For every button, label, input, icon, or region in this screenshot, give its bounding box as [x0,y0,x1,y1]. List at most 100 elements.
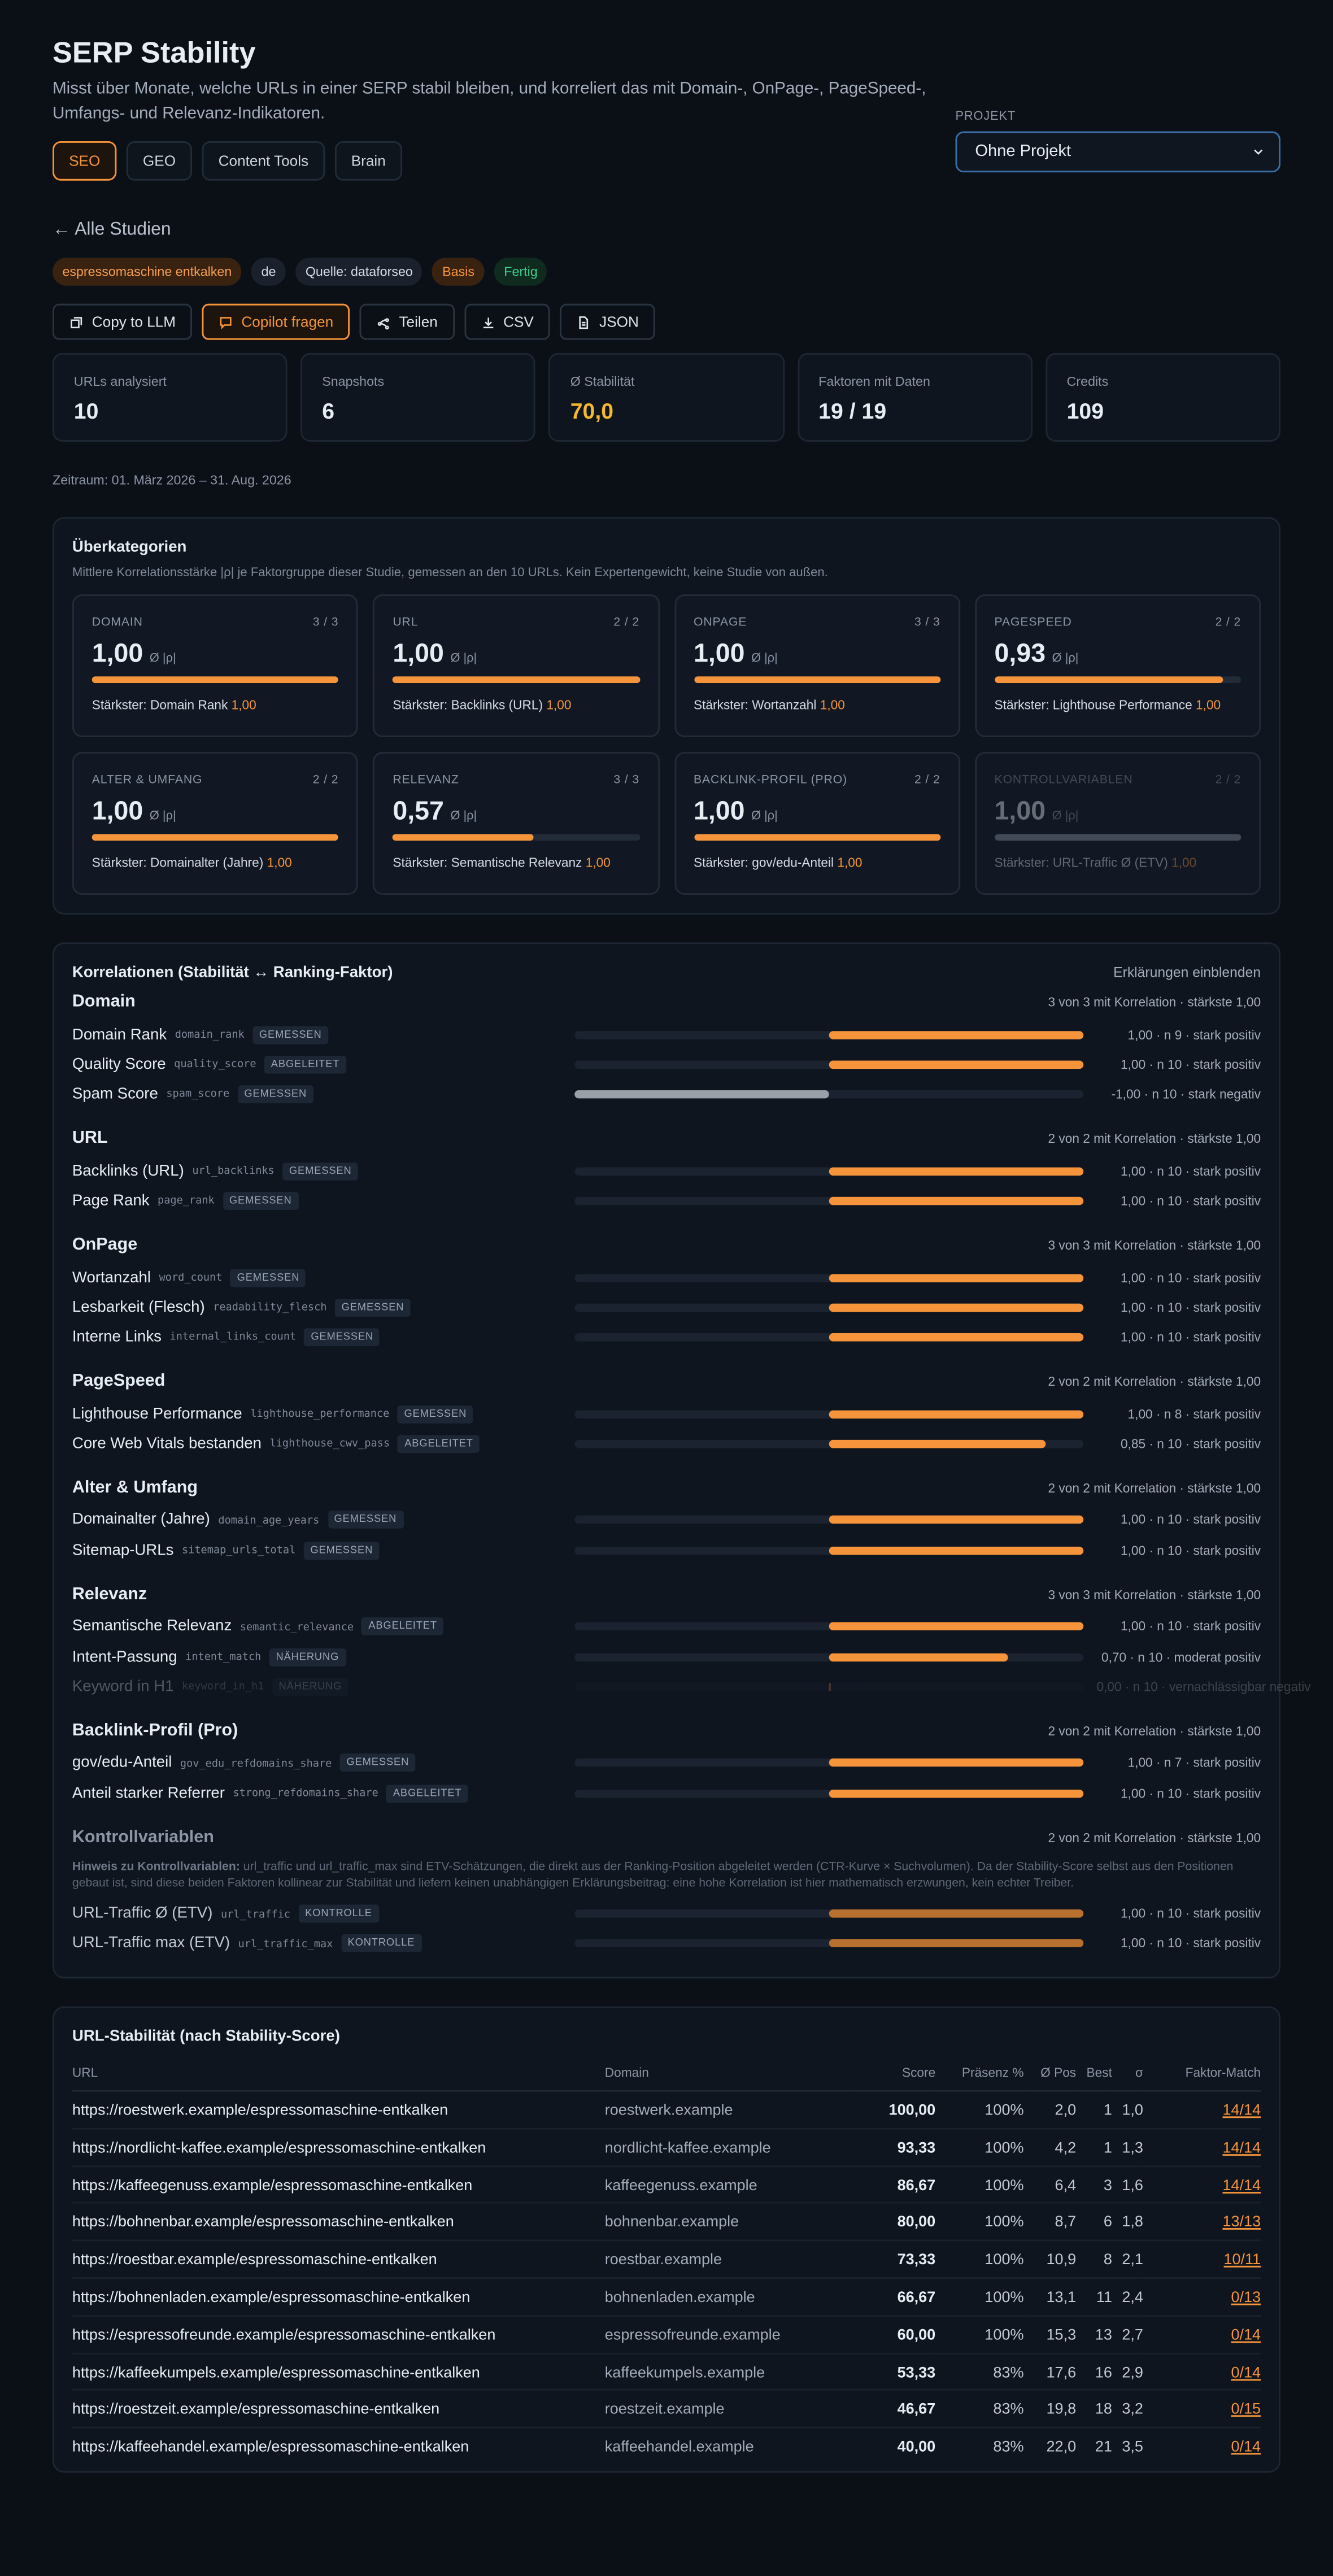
group-summary: 2 von 2 mit Korrelation · stärkste 1,00 [1048,1131,1261,1146]
category-count: 2 / 2 [1215,772,1241,787]
action-label: Teilen [399,314,438,330]
factor-badge: KONTROLLE [298,1905,379,1924]
table-cell: 60,00 [850,2316,936,2354]
category-strongest: Stärkster: Domainalter (Jahre) 1,00 [92,855,339,870]
table-cell: 66,67 [850,2278,936,2317]
select-value: Ohne Projekt [975,142,1071,161]
factor-labels: Page Rank page_rank GEMESSEN [72,1191,574,1210]
factor-label: Wortanzahl [72,1268,151,1287]
factor-badge: ABGELEITET [264,1055,346,1074]
correlation-bar [829,1789,1084,1798]
table-cell: roestwerk.example [604,2091,851,2130]
table-cell: kaffeegenuss.example [604,2165,851,2204]
factor-match-link[interactable]: 13/13 [1222,2213,1261,2230]
factor-label: URL-Traffic max (ETV) [72,1935,230,1953]
correlation-stat: 0,70 · n 10 · moderat positiv [1101,1649,1261,1664]
factor-label: URL-Traffic Ø (ETV) [72,1905,213,1924]
factor-label: Sitemap-URLs [72,1541,174,1560]
kpi-value: 109 [1066,399,1104,424]
tab[interactable]: SEO [53,141,117,181]
action-button[interactable]: Copy to LLM [53,303,193,340]
note-label: Hinweis zu Kontrollvariablen: [72,1858,240,1873]
correlation-track [574,1303,1084,1312]
factor-key: keyword_in_h1 [181,1679,264,1694]
factor-match-link[interactable]: 0/15 [1231,2401,1261,2418]
factor-labels: Quality Score quality_score ABGELEITET [72,1055,574,1074]
table-cell: 6,4 [1023,2165,1077,2204]
action-button[interactable]: Copilot fragen [202,303,350,340]
action-button[interactable]: CSV [464,303,550,340]
factor-match-link[interactable]: 0/14 [1231,2326,1261,2343]
toggle-explanations[interactable]: Erklärungen einblenden [1113,964,1261,981]
factor-label: Semantische Relevanz [72,1617,232,1636]
factor-key: domain_age_years [218,1513,320,1527]
back-link[interactable]: ← Alle Studien [53,220,171,240]
score-bar [693,834,940,841]
factor-key: word_count [159,1270,223,1284]
action-button[interactable]: JSON [560,303,656,340]
factor-group: Relevanz 3 von 3 mit Korrelation · stärks… [72,1584,1311,1702]
table-cell: 17,6 [1023,2353,1077,2391]
category-count: 2 / 2 [312,772,339,787]
factor-group: URL 2 von 2 mit Korrelation · stärkste 1,… [72,1128,1261,1216]
kpi-card: Snapshots 6 [300,353,536,442]
correlation-track [574,1196,1084,1205]
table-row: https://bohnenbar.example/espressomaschi… [72,2203,1261,2242]
tag: Quelle: dataforseo [295,258,423,286]
tab[interactable]: GEO [126,141,193,181]
correlation-track [574,1682,1084,1691]
factor-row: URL-Traffic Ø (ETV) url_traffic KONTROLLE 1… [72,1899,1261,1929]
page-subtitle: Misst über Monate, welche URLs in einer … [53,80,926,123]
table-cell: 1,0 [1112,2091,1143,2130]
action-button[interactable]: Teilen [359,303,454,340]
tab[interactable]: Content Tools [202,141,325,181]
table-cell: kaffeehandel.example [604,2438,754,2455]
factor-badge: GEMESSEN [327,1511,403,1530]
group-head: URL 2 von 2 mit Korrelation · stärkste 1,… [72,1128,1261,1156]
category-head: DOMAIN 3 / 3 [92,614,339,629]
factor-match-link[interactable]: 0/13 [1231,2288,1261,2305]
factor-labels: Interne Links internal_links_count GEMESSE… [72,1328,574,1346]
factor-row: Intent-Passung intent_match NÄHERUNG 0,70 ·… [72,1642,1261,1672]
group-summary: 3 von 3 mit Korrelation · stärkste 1,00 [1048,1238,1261,1253]
table-cell: roestzeit.example [604,2390,851,2429]
correlation-bar [829,1652,1008,1661]
factor-match-link[interactable]: 10/11 [1223,2251,1261,2268]
factor-key: sitemap_urls_total [181,1543,296,1557]
factor-row: Domain Rank domain_rank GEMESSEN 1,00 · n 9… [72,1020,1261,1050]
category-unit: Ø |ρ| [450,807,477,823]
factor-match-link[interactable]: 0/14 [1231,2363,1261,2380]
table-cell: 40,00 [897,2438,936,2455]
category-card: RELEVANZ 3 / 3 0,57 Ø |ρ| Stärkster: Semanti… [373,752,659,895]
factor-group: OnPage 3 von 3 mit Korrelation · stärkste… [72,1234,1261,1352]
category-score: 1,00 [693,798,745,826]
action-label: CSV [503,314,534,330]
factor-labels: Anteil starker Referrer strong_refdomains… [72,1784,574,1803]
panel-title: Überkategorien [72,538,187,557]
correlation-track [574,1439,1084,1448]
correlation-track [574,1167,1084,1175]
tag: espressomaschine entkalken [53,258,242,286]
factor-label: Lighthouse Performance [72,1404,242,1423]
strongest-value: 1,00 [820,698,845,713]
factor-row: Anteil starker Referrer strong_refdomains… [72,1778,1261,1808]
factor-match-link[interactable]: 0/14 [1231,2438,1261,2455]
correlation-stat: 1,00 · n 10 · stark positiv [1120,1270,1261,1285]
category-name: BACKLINK-PROFIL (PRO) [693,772,848,787]
table-body: https://roestwerk.example/espressomaschi… [72,2091,1261,2464]
project-select[interactable]: Ohne Projekt [955,131,1280,173]
table-cell: https://bohnenladen.example/espressomasc… [72,2278,605,2317]
correlation-stat: 1,00 · n 7 · stark positiv [1127,1756,1261,1771]
table-cell: 16 [1076,2353,1112,2391]
score-bar [393,676,640,684]
factor-match-link[interactable]: 14/14 [1222,2139,1261,2156]
tab[interactable]: Brain [334,141,402,181]
category-unit: Ø |ρ| [751,650,778,665]
correlation-bar [829,1546,1084,1555]
factor-match-link[interactable]: 14/14 [1222,2176,1261,2193]
group-summary: 3 von 3 mit Korrelation · stärkste 1,00 [1048,1587,1261,1602]
factor-match-link[interactable]: 14/14 [1222,2101,1261,2118]
table-cell: 10,9 [1023,2240,1077,2279]
category-value: 1,00 Ø |ρ| [92,798,339,828]
correlation-track [574,1909,1084,1918]
